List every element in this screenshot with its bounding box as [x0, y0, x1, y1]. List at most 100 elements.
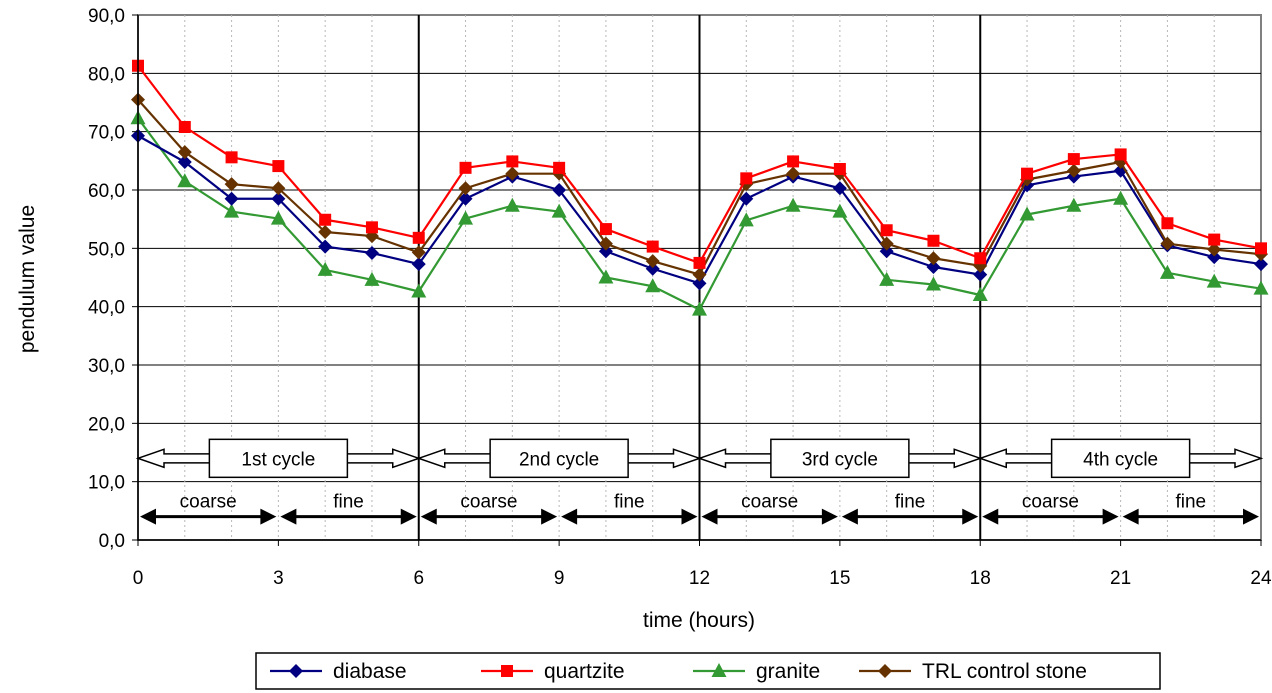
- data-point-granite: [785, 197, 801, 212]
- y-tick-label: 90,0: [88, 6, 125, 27]
- cycle-label: 4th cycle: [1083, 449, 1158, 470]
- data-point-granite: [411, 283, 427, 298]
- legend: diabase quartzite granite TRL control stone: [255, 652, 1161, 690]
- data-point-quartzite: [740, 172, 753, 185]
- data-point-granite: [879, 271, 895, 286]
- y-tick-label: 20,0: [88, 414, 125, 435]
- data-point-diabase: [318, 239, 333, 254]
- phase-arrowhead: [140, 508, 156, 525]
- data-point-granite: [458, 210, 474, 225]
- data-point-diabase: [973, 267, 988, 282]
- cycle-label-box: [208, 438, 349, 479]
- data-point-granite: [1019, 206, 1035, 221]
- cycle-label-box: [1050, 438, 1191, 479]
- data-point-trl-control-stone: [692, 267, 707, 282]
- y-tick-label: 0,0: [99, 531, 125, 552]
- y-tick-label: 40,0: [88, 298, 125, 319]
- x-tick-label: 9: [554, 568, 565, 589]
- series-granite: [130, 110, 1269, 316]
- data-point-granite: [645, 278, 661, 293]
- data-point-quartzite: [1208, 233, 1221, 246]
- data-point-trl-control-stone: [1207, 242, 1222, 257]
- cycle-label: 1st cycle: [241, 449, 315, 470]
- data-point-diabase: [832, 181, 847, 196]
- data-point-quartzite: [880, 224, 893, 237]
- cycle-label: 2nd cycle: [519, 449, 599, 470]
- phase-arrowhead: [841, 508, 858, 525]
- data-point-granite: [551, 203, 567, 218]
- x-tick-label: 15: [829, 568, 850, 589]
- cycle-annotations: 1st cycle 2nd cycle 3rd cycle 4th cycle coar…: [135, 438, 1264, 525]
- data-point-diabase: [1254, 257, 1268, 272]
- y-tick-label: 50,0: [88, 239, 125, 260]
- cycle-label-box: [770, 438, 910, 479]
- data-point-trl-control-stone: [1160, 236, 1175, 251]
- phase-arrowhead: [821, 508, 838, 525]
- data-point-diabase: [1207, 250, 1222, 265]
- data-point-quartzite: [272, 160, 285, 173]
- y-tick-label: 30,0: [88, 356, 125, 377]
- legend-label-granite: granite: [756, 660, 820, 683]
- y-tick-label: 60,0: [88, 181, 125, 202]
- data-point-granite: [1159, 264, 1175, 279]
- data-point-quartzite: [412, 231, 425, 244]
- data-point-diabase: [411, 257, 426, 272]
- data-point-quartzite: [178, 121, 191, 133]
- x-tick-label: 24: [1250, 568, 1272, 589]
- data-point-granite: [317, 261, 333, 276]
- data-point-quartzite: [459, 161, 472, 174]
- data-point-trl-control-stone: [271, 181, 286, 196]
- data-point-trl-control-stone: [926, 251, 941, 266]
- data-point-diabase: [552, 183, 567, 197]
- axes: 0,0 10,0 20,0 30,0 40,0 50,0 60,0 70,0 80,0 90,0 0…: [88, 6, 1272, 589]
- legend-marker-diabase: [289, 664, 303, 678]
- data-point-granite: [1253, 280, 1269, 295]
- data-point-quartzite: [506, 155, 519, 168]
- data-point-quartzite: [225, 151, 238, 164]
- data-point-quartzite: [553, 161, 566, 174]
- data-point-trl-control-stone: [318, 225, 333, 239]
- data-point-granite: [598, 269, 614, 284]
- y-axis-title: pendulum value: [16, 205, 39, 353]
- x-tick-label: 21: [1110, 568, 1131, 589]
- data-point-quartzite: [1021, 167, 1034, 180]
- data-point-trl-control-stone: [458, 181, 473, 196]
- data-point-granite: [224, 203, 240, 218]
- data-point-diabase: [598, 244, 613, 259]
- y-tick-label: 80,0: [88, 64, 125, 85]
- data-point-quartzite: [599, 223, 612, 236]
- series-quartzite: [132, 59, 1267, 269]
- data-point-trl-control-stone: [411, 245, 426, 260]
- phase-arrowhead: [541, 508, 558, 525]
- data-point-trl-control-stone: [224, 177, 239, 192]
- legend-label-diabase: diabase: [333, 660, 407, 683]
- phase-arrowhead: [982, 508, 999, 525]
- phase-arrowhead: [701, 508, 718, 525]
- phase-arrowhead: [1243, 508, 1259, 525]
- data-point-quartzite: [1255, 242, 1267, 255]
- data-point-diabase: [926, 260, 941, 274]
- phase-arrowhead: [962, 508, 979, 525]
- data-point-quartzite: [646, 240, 659, 253]
- cycle-label-box: [489, 438, 629, 479]
- data-point-diabase: [224, 191, 239, 206]
- x-tick-label: 6: [413, 568, 424, 589]
- data-point-quartzite: [319, 213, 332, 226]
- legend-marker-quartzite: [501, 665, 513, 677]
- data-point-trl-control-stone: [177, 145, 192, 160]
- data-point-diabase: [177, 155, 192, 169]
- data-point-diabase: [879, 244, 894, 259]
- data-point-diabase: [458, 191, 473, 206]
- legend-label-quartzite: quartzite: [544, 660, 625, 683]
- data-point-trl-control-stone: [598, 236, 613, 251]
- phase-arrowhead: [1122, 508, 1139, 525]
- data-point-granite: [177, 173, 193, 188]
- data-point-granite: [1066, 197, 1082, 212]
- data-point-trl-control-stone: [1066, 163, 1081, 178]
- data-point-granite: [925, 276, 941, 291]
- data-point-quartzite: [693, 256, 706, 269]
- legend-marker-granite: [711, 663, 727, 677]
- data-point-diabase: [739, 191, 754, 206]
- data-point-granite: [972, 287, 988, 301]
- data-point-granite: [504, 197, 520, 212]
